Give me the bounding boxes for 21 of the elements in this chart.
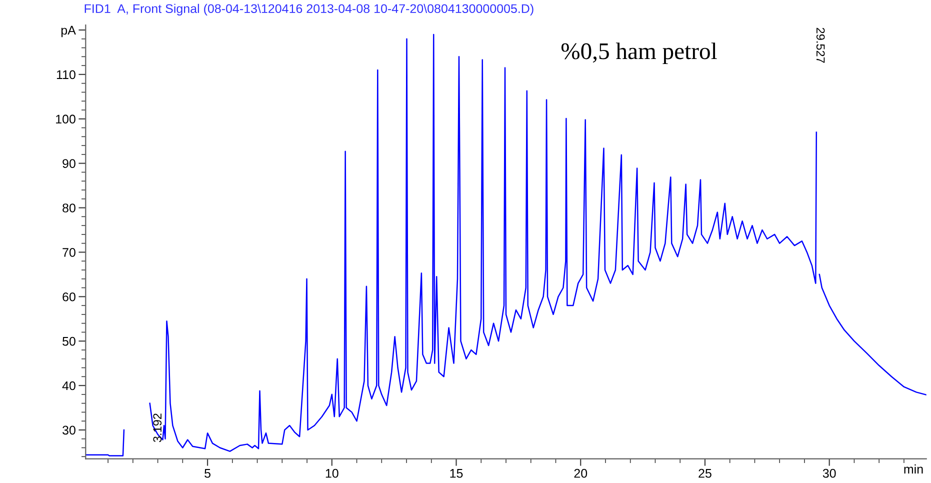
y-tick-label: 100 (56, 114, 76, 124)
x-tick-label: 10 (326, 468, 338, 478)
y-tick-label: 80 (62, 204, 76, 212)
y-tick-label: 40 (62, 381, 76, 390)
y-tick-label: pA (61, 26, 76, 38)
x-axis-title: min (904, 464, 923, 474)
y-tick-label: 70 (62, 248, 76, 257)
y-tick-label: 60 (62, 292, 76, 302)
annotation: 3.192 (153, 414, 162, 442)
annotation: 29.527 (816, 28, 825, 63)
y-tick-label: 50 (62, 336, 76, 346)
y-tick-label: 30 (62, 426, 76, 435)
annotation: %0,5 ham petrol (561, 42, 717, 64)
x-tick-label: 5 (204, 469, 210, 478)
y-tick-label: 110 (56, 70, 76, 80)
x-tick-label: 15 (450, 469, 463, 478)
x-tick-label: 20 (574, 468, 588, 478)
chart-title: FID1 A, Front Signal (08-04-13\120416 2013-04-08 10-47-20\0804130000005.D) (84, 4, 534, 16)
y-tick-label: 90 (62, 159, 76, 168)
x-tick-label: 30 (822, 468, 836, 478)
x-tick-label: 25 (698, 468, 712, 478)
